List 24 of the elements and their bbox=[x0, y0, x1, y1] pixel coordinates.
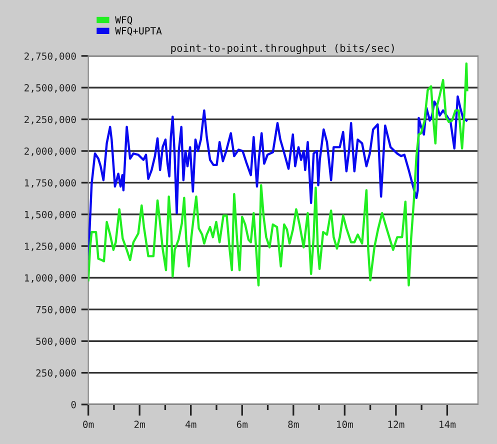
y-tick-label: 1,000,000 bbox=[25, 274, 76, 283]
x-tick-label: 14m bbox=[440, 420, 456, 428]
y-tick-label: 2,750,000 bbox=[24, 52, 76, 62]
y-tick-label: 1,500,000 bbox=[25, 210, 76, 220]
x-tick-label: 12m bbox=[388, 420, 404, 428]
x-tick-label: 0m bbox=[83, 420, 94, 428]
legend-label: WFQ bbox=[115, 16, 132, 25]
y-tick-label: 250,000 bbox=[36, 369, 76, 378]
y-tick-label: 2,000,000 bbox=[24, 148, 76, 156]
x-tick-label: 6m bbox=[236, 420, 248, 428]
x-tick-label: 8m bbox=[288, 420, 299, 428]
chart-title: point-to-point.throughput (bits/sec) bbox=[171, 44, 394, 54]
legend-label: WFQ+UPTA bbox=[115, 27, 162, 36]
x-tick-label: 10m bbox=[337, 420, 353, 428]
y-tick-label: 2,250,000 bbox=[24, 116, 76, 124]
x-tick-label: 4m bbox=[185, 420, 196, 428]
x-tick-label: 2m bbox=[134, 420, 145, 428]
y-tick-label: 2,500,000 bbox=[24, 84, 76, 93]
line-series bbox=[88, 62, 468, 286]
y-tick-label: 750,000 bbox=[36, 306, 76, 315]
y-tick-label: 1,750,000 bbox=[25, 179, 76, 188]
y-tick-label: 0 bbox=[71, 400, 76, 408]
y-tick-label: 1,250,000 bbox=[25, 242, 76, 252]
y-tick-label: 500,000 bbox=[36, 338, 76, 346]
